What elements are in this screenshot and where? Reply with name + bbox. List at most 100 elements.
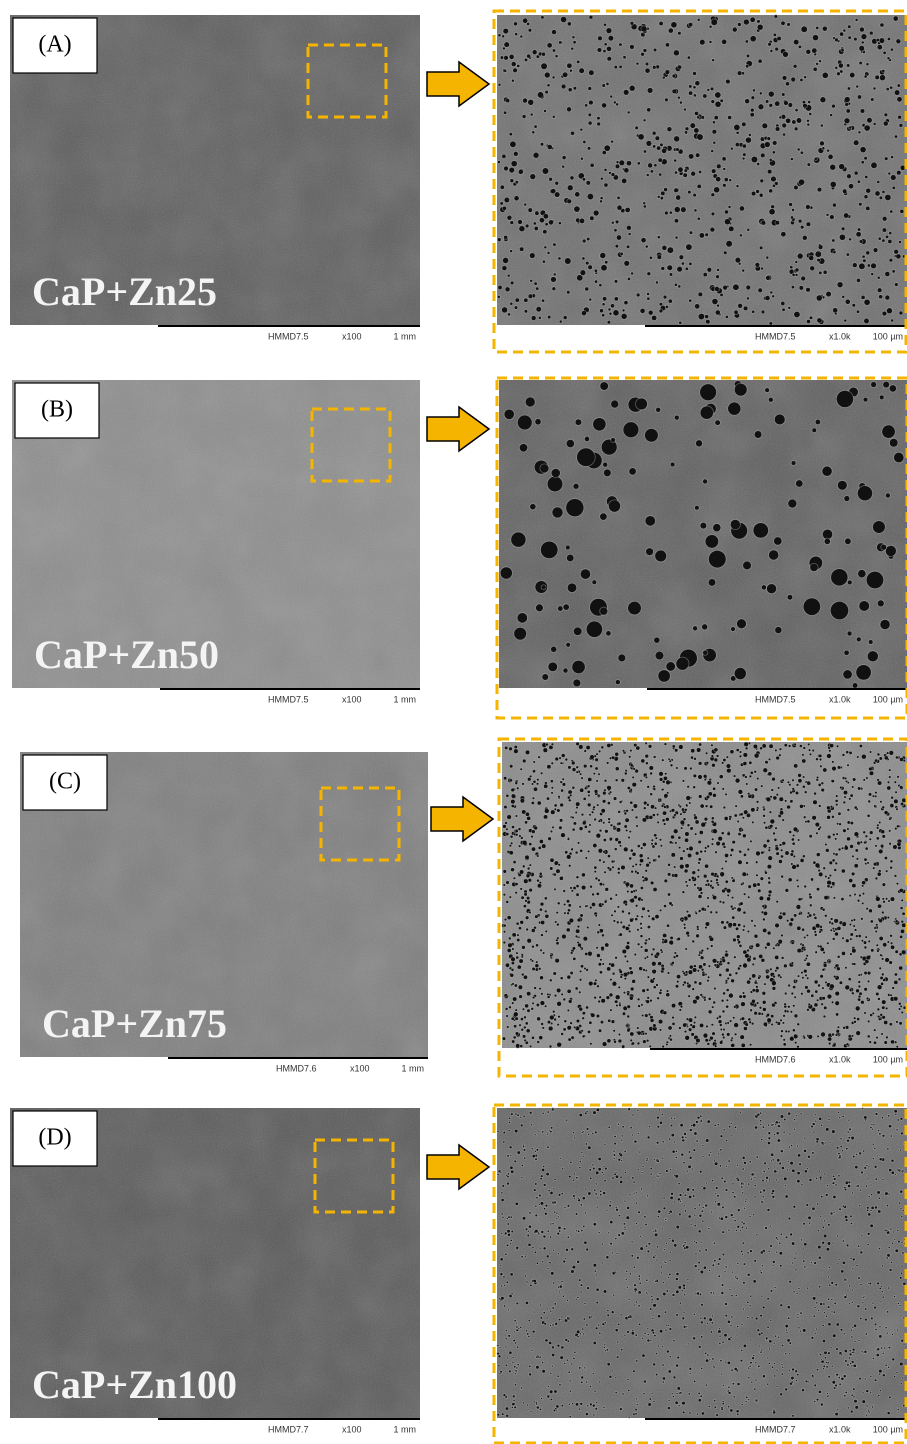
pore [583, 798, 586, 801]
pore [647, 108, 651, 112]
pore [688, 995, 690, 997]
pore [508, 274, 510, 276]
pore [806, 222, 810, 226]
pore [509, 55, 514, 60]
pore [637, 998, 639, 1000]
pore [694, 1022, 696, 1024]
pore [634, 953, 636, 955]
pore [544, 815, 548, 819]
pore [534, 125, 537, 128]
pore [567, 63, 572, 68]
pore [507, 916, 511, 920]
pore [852, 949, 856, 953]
pore [819, 758, 821, 760]
pore [586, 262, 589, 265]
pore [637, 845, 640, 848]
pore [869, 640, 873, 644]
pore [823, 529, 833, 539]
pore [535, 964, 538, 967]
pore [570, 887, 572, 889]
pore [720, 1024, 722, 1026]
pore [797, 118, 802, 123]
pore [810, 904, 812, 906]
pore [608, 818, 610, 820]
pore [846, 939, 849, 942]
pore [546, 743, 548, 745]
pore [650, 256, 653, 259]
pore [769, 91, 774, 96]
scale-length: 1 mm [394, 694, 417, 704]
pore [665, 70, 669, 74]
pore [594, 866, 597, 869]
pore [843, 829, 846, 832]
pore [689, 1028, 692, 1031]
pore [513, 1036, 516, 1039]
pore [557, 988, 561, 992]
pore [880, 75, 886, 81]
pore [899, 1022, 902, 1025]
pore [639, 854, 642, 857]
pore [645, 68, 650, 73]
pore [526, 928, 528, 930]
pore [763, 1001, 766, 1004]
pore [760, 877, 763, 880]
pore [608, 855, 611, 858]
pore [835, 800, 838, 803]
pore [525, 821, 528, 824]
pore [566, 499, 583, 516]
pore [693, 774, 696, 777]
pore [547, 43, 552, 48]
pore [560, 803, 563, 806]
pore [612, 221, 614, 223]
pore [757, 163, 760, 166]
pore [504, 166, 508, 170]
pore [648, 915, 650, 917]
pore [803, 104, 807, 108]
pore [718, 1020, 721, 1023]
pore [761, 310, 764, 313]
pore [598, 36, 602, 40]
pore [814, 792, 816, 794]
pore [542, 168, 548, 174]
pore [847, 64, 850, 67]
pore [674, 136, 679, 141]
pore [515, 33, 518, 36]
pore [511, 805, 514, 808]
pore [776, 756, 779, 759]
pore [882, 973, 884, 975]
pore [713, 794, 716, 797]
pore [764, 822, 766, 824]
pore [879, 295, 883, 299]
pore [652, 969, 656, 973]
pore [548, 477, 563, 492]
pore [583, 937, 587, 941]
pore [540, 1001, 544, 1005]
pore [879, 937, 883, 941]
pore [678, 836, 681, 839]
pore [817, 1035, 819, 1037]
pore [780, 811, 784, 815]
pore [611, 400, 618, 407]
pore [763, 808, 765, 810]
pore [576, 893, 579, 896]
pore [511, 161, 517, 167]
pore [647, 293, 649, 295]
scale-magnification: x1.0k [829, 331, 851, 341]
pore [679, 1027, 681, 1029]
pore [520, 444, 528, 452]
pore [561, 1033, 563, 1035]
pore [659, 839, 661, 841]
pore [834, 919, 838, 923]
pore [868, 651, 878, 661]
pore [871, 382, 876, 387]
pore [699, 233, 704, 238]
pore [891, 1040, 895, 1044]
pore [689, 802, 691, 804]
pore [841, 898, 844, 901]
pore [752, 974, 756, 978]
pore [553, 972, 556, 975]
pore [645, 429, 658, 442]
pore [723, 286, 727, 290]
pore [857, 1018, 860, 1021]
pore [729, 226, 734, 231]
